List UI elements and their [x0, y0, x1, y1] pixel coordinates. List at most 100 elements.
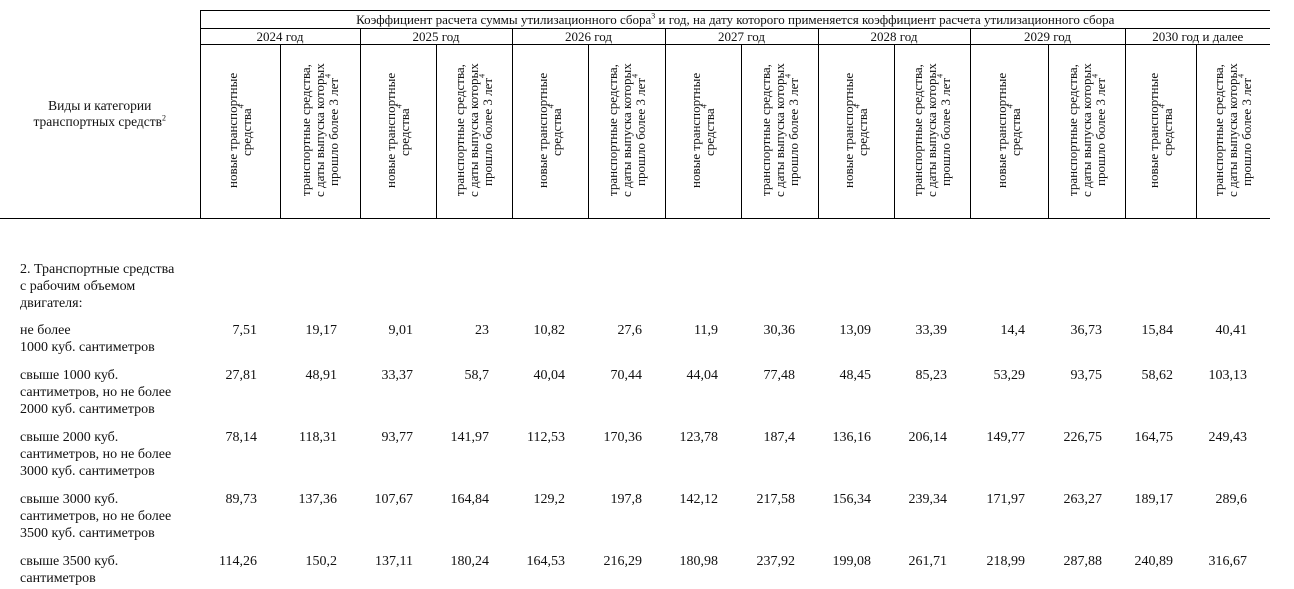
row-label: не более 1000 куб. сантиметров [20, 323, 155, 355]
text: Виды и категории транспортных средств [33, 98, 163, 130]
value-cell: 142,12 [679, 492, 719, 507]
text: и год, на дату которого применяется коэф… [655, 11, 1115, 27]
value-cell: 239,34 [908, 492, 948, 507]
text: транспортные средства, с даты выпуска ко… [298, 63, 341, 197]
value-cell: 13,09 [839, 323, 872, 338]
value-cell: 171,97 [986, 492, 1026, 507]
value-cell: 48,91 [305, 368, 338, 383]
row-label: свыше 3500 куб. сантиметров [20, 554, 119, 586]
data-row: свыше 3500 куб. сантиметров 114,26 150,2 13… [0, 547, 1270, 589]
value-cell: 136,16 [832, 430, 872, 445]
value-cell: 14,4 [1000, 323, 1026, 338]
row-label: свыше 3000 куб. сантиметров, но не более… [20, 492, 172, 541]
value-cell: 107,67 [374, 492, 414, 507]
text: транспортные средства, с даты выпуска ко… [1211, 63, 1255, 197]
value-cell: 112,53 [527, 430, 565, 445]
rotated-label: новые транспортные средства4 [535, 46, 564, 214]
subheader: транспортные средства, с даты выпуска ко… [279, 44, 361, 219]
subheader: транспортные средства, с даты выпуска ко… [740, 44, 819, 219]
superscript: 4 [394, 104, 404, 109]
value-cell: 36,73 [1070, 323, 1103, 338]
data-row: свыше 1000 куб. сантиметров, но не более… [0, 361, 1270, 423]
rotated-label: новые транспортные средства4 [225, 46, 254, 214]
subheader-row: новые транспортные средства4 транспортные… [0, 44, 1270, 219]
text: транспортные средства, с даты выпуска ко… [910, 63, 953, 197]
value-cell: 10,82 [533, 323, 566, 338]
text: транспортные средства, с даты выпуска ко… [757, 63, 801, 197]
value-cell: 141,97 [450, 430, 490, 445]
text: новые транспортные средства [383, 72, 412, 188]
value-cell: 77,48 [763, 368, 796, 383]
subheader: транспортные средства, с даты выпуска ко… [1195, 44, 1270, 219]
superscript: 4 [236, 104, 246, 109]
value-cell: 180,98 [679, 554, 719, 569]
section-row: 2. Транспортные средства с рабочим объем… [0, 219, 1270, 317]
value-cell: 150,2 [305, 554, 338, 569]
value-cell: 30,36 [763, 323, 796, 338]
value-cell: 33,37 [381, 368, 414, 383]
value-cell: 48,45 [839, 368, 872, 383]
value-cell: 118,31 [299, 430, 337, 445]
subheader: транспортные средства, с даты выпуска ко… [435, 44, 513, 219]
value-cell: 216,29 [603, 554, 643, 569]
text: новые транспортные средства [688, 72, 717, 188]
subheader: новые транспортные средства4 [664, 44, 742, 219]
value-cell: 164,84 [450, 492, 490, 507]
value-cell: 15,84 [1141, 323, 1174, 338]
superscript: 4 [323, 73, 333, 78]
value-cell: 199,08 [832, 554, 872, 569]
subheader: новые транспортные средства4 [817, 44, 895, 219]
rotated-label: новые транспортные средства4 [383, 46, 412, 214]
value-cell: 149,77 [986, 430, 1026, 445]
superscript: 4 [783, 73, 793, 78]
table-header: Виды и категории транспортных средств2 Ко… [0, 10, 1270, 219]
header-row: Виды и категории транспортных средств2 Ко… [0, 10, 1270, 219]
subheader: транспортные средства, с даты выпуска ко… [893, 44, 971, 219]
superscript: 4 [935, 73, 945, 78]
value-cell: 187,4 [763, 430, 796, 445]
empty [200, 219, 1270, 317]
text: транспортные средства, с даты выпуска ко… [1064, 63, 1108, 197]
value-cell: 93,77 [381, 430, 414, 445]
value-cell: 237,92 [756, 554, 796, 569]
value-cell: 58,7 [464, 368, 490, 383]
value-cell: 103,13 [1208, 368, 1248, 383]
value-cell: 316,67 [1208, 554, 1248, 569]
rotated-label: транспортные средства, с даты выпуска ко… [1211, 46, 1255, 214]
data-row: свыше 3000 куб. сантиметров, но не более… [0, 485, 1270, 547]
value-cell: 287,88 [1063, 554, 1103, 569]
subheader: новые транспортные средства4 [199, 44, 281, 219]
coefficient-table: Виды и категории транспортных средств2 Ко… [0, 10, 1270, 589]
superscript: 3 [651, 11, 656, 21]
superscript: 4 [699, 104, 709, 109]
subheader: новые транспортные средства4 [511, 44, 589, 219]
table-body: 2. Транспортные средства с рабочим объем… [0, 219, 1270, 589]
subheader: транспортные средства, с даты выпуска ко… [1047, 44, 1126, 219]
value-cell: 189,17 [1134, 492, 1174, 507]
superscript: 4 [630, 73, 640, 78]
rotated-label: транспортные средства, с даты выпуска ко… [452, 46, 495, 214]
value-cell: 137,11 [375, 554, 413, 569]
value-cell: 114,26 [219, 554, 257, 569]
value-cell: 240,89 [1134, 554, 1174, 569]
year-row: 2024 год 2025 год 2026 год 2027 год 2028 год… [0, 28, 1270, 45]
value-cell: 89,73 [225, 492, 258, 507]
value-cell: 27,81 [225, 368, 258, 383]
rotated-label: транспортные средства, с даты выпуска ко… [1064, 46, 1108, 214]
value-cell: 164,75 [1134, 430, 1174, 445]
value-cell: 129,2 [533, 492, 566, 507]
value-cell: 44,04 [686, 368, 719, 383]
text: новые транспортные средства [994, 72, 1023, 188]
value-cell: 249,43 [1208, 430, 1248, 445]
rotated-label: транспортные средства, с даты выпуска ко… [910, 46, 953, 214]
value-cell: 206,14 [908, 430, 948, 445]
section-label: 2. Транспортные средства с рабочим объем… [20, 262, 175, 311]
value-cell: 53,29 [993, 368, 1026, 383]
subheader: новые транспортные средства4 [969, 44, 1049, 219]
value-cell: 27,6 [617, 323, 643, 338]
value-cell: 137,36 [298, 492, 338, 507]
subheader: новые транспортные средства4 [359, 44, 437, 219]
superscript: 4 [546, 104, 556, 109]
category-header: Виды и категории транспортных средств2 [0, 10, 201, 219]
value-cell: 289,6 [1215, 492, 1248, 507]
